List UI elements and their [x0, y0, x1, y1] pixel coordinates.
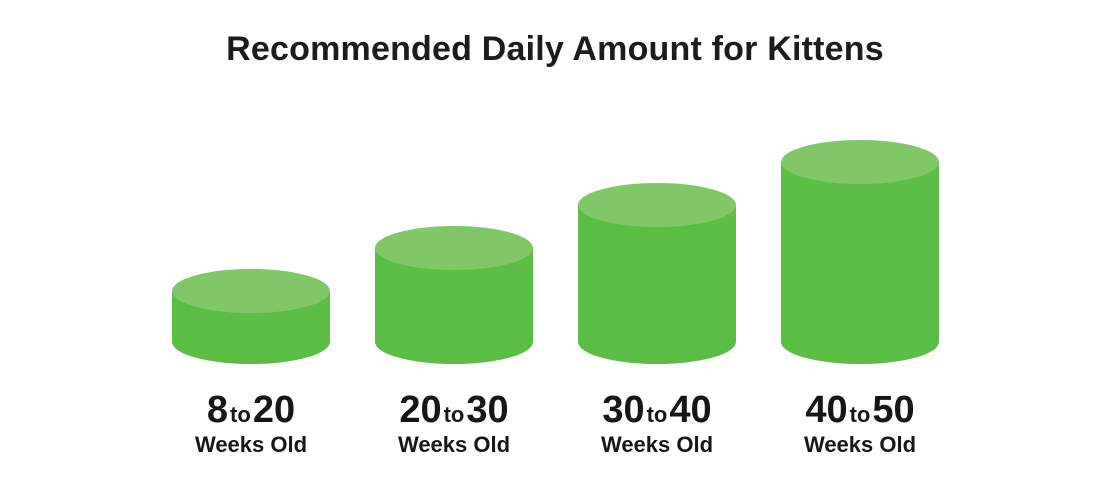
range-separator: to [230, 402, 251, 427]
age-range: 20to30 [344, 390, 564, 430]
range-separator: to [646, 402, 668, 427]
cylinder-bar-4 [781, 140, 939, 364]
range-end: 30 [466, 389, 509, 431]
category-label: 8to20 Weeks Old [141, 390, 361, 458]
category-label: 30to40 Weeks Old [547, 390, 767, 458]
age-range: 8to20 [141, 390, 361, 430]
age-range: 30to40 [547, 390, 767, 430]
age-unit: Weeks Old [397, 432, 511, 457]
cylinder-bar-2 [375, 226, 533, 364]
range-start: 8 [206, 389, 229, 431]
cylinder-top [375, 226, 533, 270]
range-separator: to [849, 402, 871, 427]
range-end: 20 [252, 389, 296, 431]
cylinder-body [578, 205, 736, 364]
cylinder-top [172, 269, 330, 313]
cylinder-bar-3 [578, 183, 736, 364]
age-range: 40to50 [750, 390, 970, 430]
cylinder-top [781, 140, 939, 184]
category-label: 40to50 Weeks Old [750, 390, 970, 458]
age-unit: Weeks Old [803, 432, 917, 457]
cylinder-body [781, 162, 939, 364]
range-separator: to [443, 402, 465, 427]
cylinder-bar-1 [172, 269, 330, 364]
age-unit: Weeks Old [600, 432, 714, 457]
category-label: 20to30 Weeks Old [344, 390, 564, 458]
range-start: 30 [602, 389, 645, 431]
cylinder-body [375, 248, 533, 364]
range-end: 40 [669, 389, 712, 431]
range-start: 20 [399, 389, 442, 431]
range-start: 40 [805, 389, 848, 431]
age-unit: Weeks Old [194, 432, 308, 457]
chart-title: Recommended Daily Amount for Kittens [226, 30, 884, 68]
cylinder-top [578, 183, 736, 227]
range-end: 50 [872, 389, 915, 431]
